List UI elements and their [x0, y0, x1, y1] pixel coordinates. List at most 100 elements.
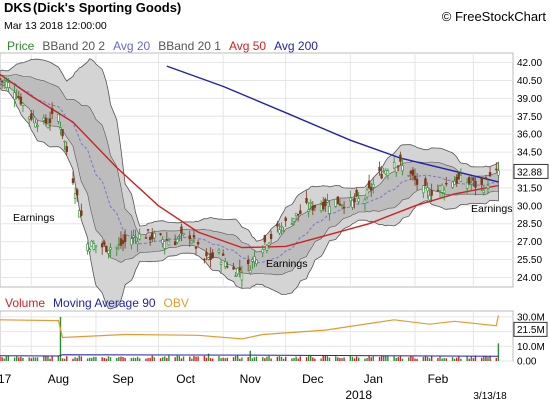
- candle-body: [182, 233, 185, 235]
- volume-bar: [266, 356, 268, 361]
- x-tick-label: Aug: [48, 372, 69, 386]
- volume-bar: [414, 358, 416, 361]
- candle-body: [144, 237, 148, 239]
- candle-body: [100, 243, 104, 248]
- candle-body: [294, 212, 298, 217]
- candle-body: [146, 229, 150, 231]
- volume-bar: [368, 355, 370, 361]
- candle-body: [21, 102, 25, 106]
- volume-bar: [401, 358, 404, 361]
- candle-body: [57, 114, 60, 122]
- candle-body: [280, 225, 283, 228]
- y-tick-label: 40.50: [517, 76, 542, 87]
- volume-bar: [86, 358, 89, 361]
- candle-body: [488, 172, 492, 177]
- volume-bar: [222, 357, 224, 361]
- candle-body: [253, 256, 256, 262]
- volume-bar: [322, 355, 324, 361]
- candle-body: [219, 262, 223, 265]
- x-tick-label: Feb: [428, 372, 449, 386]
- x-tick-label: 3/13/18: [473, 391, 507, 402]
- volume-bar: [280, 356, 283, 361]
- candle-body: [103, 241, 106, 245]
- candle-body: [299, 210, 302, 214]
- candle-body: [453, 180, 456, 185]
- candle-body: [334, 198, 337, 207]
- volume-bar: [151, 355, 153, 361]
- candle-body: [36, 124, 39, 127]
- volume-bar: [78, 355, 80, 361]
- legend-entry: Moving Average 90: [53, 296, 156, 310]
- volume-bar: [145, 358, 147, 361]
- candle-body: [249, 269, 252, 274]
- volume-bar: [366, 357, 368, 361]
- candle-body: [130, 238, 133, 246]
- volume-bar: [416, 358, 418, 361]
- volume-bar: [168, 355, 170, 361]
- candle-body: [440, 184, 444, 193]
- candle-body: [442, 189, 446, 194]
- volume-bar: [136, 356, 139, 361]
- volume-bar: [197, 356, 199, 361]
- date-axis: 17 Aug Sep Oct Nov Dec Jan 2018 Feb 3/13/18: [0, 372, 507, 402]
- volume-bar: [393, 356, 395, 361]
- candle-body: [78, 210, 81, 218]
- candle-body: [5, 81, 8, 88]
- volume-bar: [278, 356, 281, 361]
- volume-bar: [264, 358, 266, 361]
- candle-body: [207, 257, 210, 260]
- candle-body: [474, 180, 477, 188]
- candle-body: [17, 96, 20, 98]
- volume-bar: [109, 357, 112, 361]
- candle-body: [263, 235, 267, 243]
- volume-bar: [3, 358, 5, 361]
- volume-bar: [295, 356, 297, 361]
- volume-bar: [428, 358, 431, 361]
- volume-bar: [284, 356, 287, 361]
- candle-body: [484, 177, 488, 179]
- candle-body: [261, 249, 264, 254]
- volume-bar: [103, 357, 105, 361]
- candle-body: [251, 259, 254, 262]
- volume-bar: [299, 356, 301, 361]
- volume-bar: [293, 357, 295, 361]
- volume-bar: [76, 357, 78, 361]
- volume-bar: [489, 356, 491, 361]
- volume-bar: [182, 356, 185, 361]
- candle-body: [153, 232, 156, 239]
- volume-bar: [485, 355, 487, 361]
- volume-bar: [387, 356, 389, 361]
- candle-body: [363, 199, 367, 204]
- volume-bar: [132, 357, 135, 361]
- candle-body: [428, 195, 431, 201]
- volume-bar: [88, 357, 91, 361]
- obv-line: [0, 315, 499, 340]
- volume-bar: [320, 358, 322, 361]
- volume-bar: [49, 358, 51, 361]
- candle-body: [426, 187, 429, 192]
- volume-bar: [149, 357, 151, 361]
- candle-body: [282, 230, 285, 232]
- volume-bar: [483, 356, 485, 361]
- candle-body: [284, 217, 287, 222]
- volume-bar: [341, 358, 343, 361]
- candle-body: [42, 117, 45, 121]
- volume-lines: [0, 315, 499, 357]
- volume-bar: [174, 357, 176, 361]
- volume-bar: [355, 356, 358, 361]
- candle-body: [105, 246, 108, 253]
- bband-20-1: [0, 74, 499, 276]
- candle-body: [167, 240, 171, 246]
- candle-body: [340, 204, 344, 207]
- volume-bar: [445, 358, 447, 361]
- volume-bar: [472, 358, 475, 361]
- candle-body: [44, 117, 48, 124]
- volume-tick-label: 0.00: [517, 357, 537, 368]
- volume-bar: [57, 355, 60, 361]
- volume-bar: [28, 357, 30, 361]
- candle-body: [307, 209, 310, 212]
- candle-body: [349, 197, 352, 202]
- volume-bar: [451, 357, 454, 361]
- candle-body: [480, 178, 483, 185]
- volume-bar: [460, 358, 462, 361]
